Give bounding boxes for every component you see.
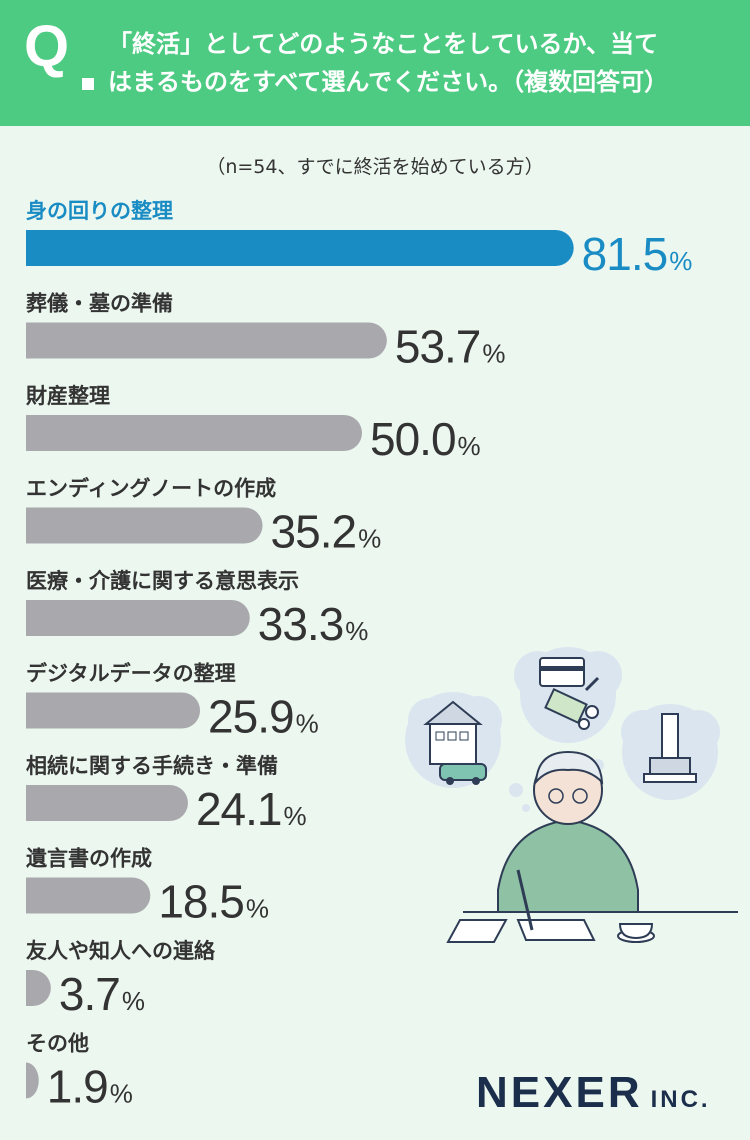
bar bbox=[26, 322, 387, 359]
value-label: 18.5% bbox=[158, 876, 269, 928]
house-car-icon bbox=[405, 692, 502, 788]
category-label: 遺言書の作成 bbox=[26, 847, 152, 871]
category-label: 医療・介護に関する意思表示 bbox=[26, 569, 299, 593]
category-label: その他 bbox=[26, 1032, 89, 1056]
sample-note: （n=54、すでに終活を始めている方） bbox=[206, 156, 544, 178]
bar bbox=[26, 230, 574, 266]
q-mark: Q bbox=[24, 14, 70, 79]
category-label: デジタルデータの整理 bbox=[26, 662, 236, 686]
bar bbox=[26, 785, 188, 821]
category-label: 財産整理 bbox=[26, 384, 110, 408]
grave-icon bbox=[621, 704, 720, 800]
bar bbox=[26, 600, 250, 636]
category-label: 友人や知人への連絡 bbox=[26, 939, 216, 963]
category-label: 相続に関する手続き・準備 bbox=[26, 754, 278, 778]
q-dot bbox=[82, 78, 94, 90]
value-label: 35.2% bbox=[271, 506, 382, 558]
value-label: 81.5% bbox=[582, 228, 693, 280]
question-header: Q 「終活」としてどのようなことをしているか、当て はまるものをすべて選んでくだ… bbox=[0, 0, 750, 126]
bar bbox=[26, 507, 263, 544]
value-label: 3.7% bbox=[59, 968, 145, 1020]
bar bbox=[26, 415, 362, 451]
bar bbox=[26, 692, 201, 729]
bar bbox=[26, 970, 51, 1006]
elderly-man-writing-icon bbox=[405, 647, 738, 943]
nexer-logo: NEXER INC. bbox=[476, 1068, 711, 1117]
category-label: エンディングノートの作成 bbox=[26, 477, 276, 501]
category-label: 身の回りの整理 bbox=[26, 199, 173, 223]
value-label: 53.7% bbox=[395, 321, 506, 373]
value-label: 1.9% bbox=[47, 1061, 133, 1113]
money-card-icon bbox=[514, 647, 622, 743]
category-label: 葬儀・墓の準備 bbox=[26, 292, 173, 316]
question-line-1: 「終活」としてどのようなことをしているか、当て bbox=[108, 30, 659, 58]
bar bbox=[26, 1062, 39, 1099]
value-label: 33.3% bbox=[258, 598, 369, 650]
value-label: 50.0% bbox=[370, 413, 481, 465]
value-label: 25.9% bbox=[208, 691, 319, 743]
value-label: 24.1% bbox=[196, 783, 307, 835]
question-line-2: はまるものをすべて選んでください。（複数回答可） bbox=[108, 68, 669, 96]
bar bbox=[26, 877, 151, 914]
